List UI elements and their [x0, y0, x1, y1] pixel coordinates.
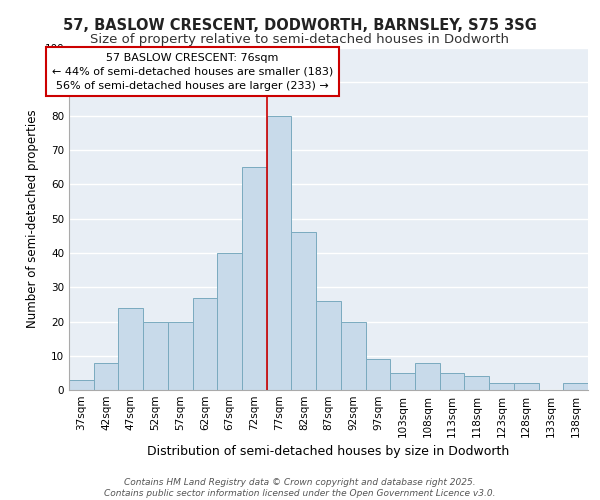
Bar — [193, 298, 217, 390]
Bar — [292, 232, 316, 390]
Bar — [514, 383, 539, 390]
Bar — [143, 322, 168, 390]
Text: Size of property relative to semi-detached houses in Dodworth: Size of property relative to semi-detach… — [91, 32, 509, 46]
Text: Contains HM Land Registry data © Crown copyright and database right 2025.
Contai: Contains HM Land Registry data © Crown c… — [104, 478, 496, 498]
Bar — [69, 380, 94, 390]
Bar — [118, 308, 143, 390]
Bar — [316, 301, 341, 390]
Bar — [94, 362, 118, 390]
Bar — [440, 373, 464, 390]
Bar — [217, 253, 242, 390]
Bar — [489, 383, 514, 390]
Bar — [390, 373, 415, 390]
Bar — [415, 362, 440, 390]
Bar — [341, 322, 365, 390]
Bar — [168, 322, 193, 390]
Y-axis label: Number of semi-detached properties: Number of semi-detached properties — [26, 110, 39, 328]
Bar — [242, 168, 267, 390]
Text: 57, BASLOW CRESCENT, DODWORTH, BARNSLEY, S75 3SG: 57, BASLOW CRESCENT, DODWORTH, BARNSLEY,… — [63, 18, 537, 32]
Bar — [365, 359, 390, 390]
Bar — [563, 383, 588, 390]
Bar — [464, 376, 489, 390]
Text: 57 BASLOW CRESCENT: 76sqm
← 44% of semi-detached houses are smaller (183)
56% of: 57 BASLOW CRESCENT: 76sqm ← 44% of semi-… — [52, 52, 333, 90]
Bar — [267, 116, 292, 390]
X-axis label: Distribution of semi-detached houses by size in Dodworth: Distribution of semi-detached houses by … — [148, 446, 509, 458]
